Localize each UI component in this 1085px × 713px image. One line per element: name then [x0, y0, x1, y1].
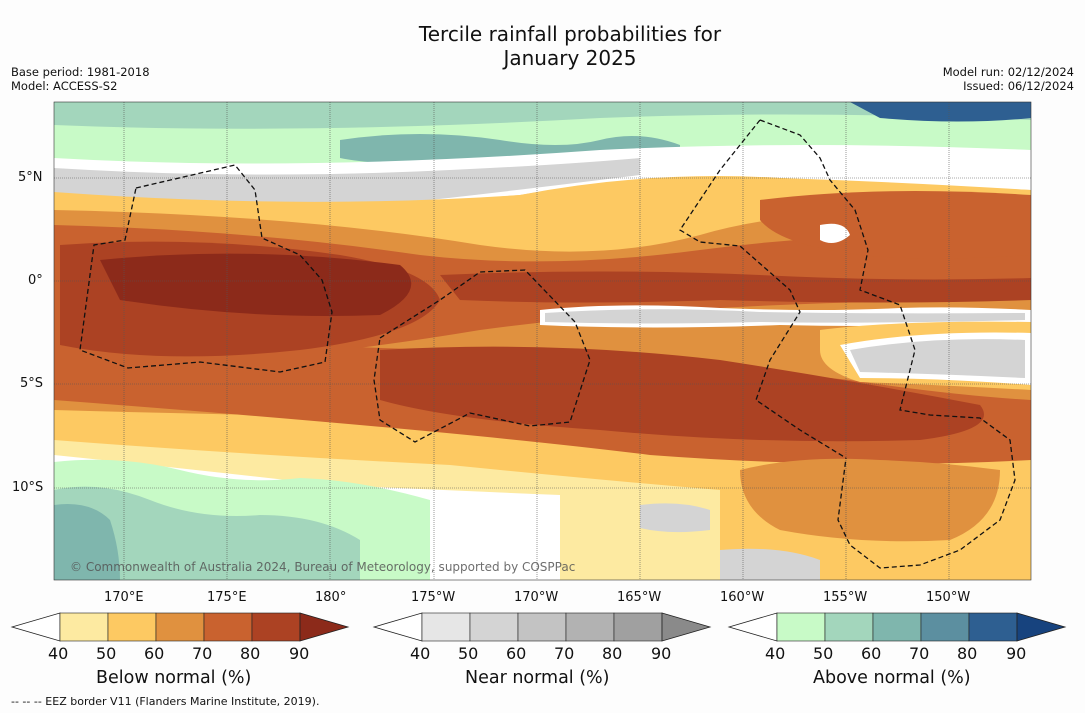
eez-kiribati-phoenix: [373, 269, 591, 443]
above-normal-label: Above normal (%): [813, 668, 971, 688]
near-tick-80: 80: [602, 644, 623, 663]
below-normal-max-west: [100, 253, 412, 316]
lon-label-175e: 175°E: [207, 590, 247, 605]
above-normal-colorbar-min-extend: [727, 612, 778, 642]
below-normal-colorbar-segment: [155, 612, 205, 642]
near-tick-50: 50: [458, 644, 479, 663]
above-normal-colorbar-segment: [920, 612, 970, 642]
lat-label-10s: 10°S: [12, 480, 44, 495]
below-normal-colorbar-segment: [203, 612, 253, 642]
near-normal-colorbar-segment: [469, 612, 519, 642]
model-name: Model: ACCESS-S2: [11, 79, 118, 93]
near-normal-colorbar-segment: [565, 612, 615, 642]
south-above-normal-60: [54, 486, 360, 580]
north-above-normal-60: [54, 102, 1031, 129]
near-tick-90: 90: [651, 644, 672, 663]
gridlines: [54, 102, 1031, 580]
above-normal-colorbar-segment: [824, 612, 874, 642]
base-period: Base period: 1981-2018: [11, 65, 150, 79]
issued-date: Issued: 06/12/2024: [963, 79, 1074, 93]
below-tick-50: 50: [96, 644, 117, 663]
north-near-normal: [54, 158, 640, 205]
above-normal-colorbar-segment: [872, 612, 922, 642]
map-title: Tercile rainfall probabilities for Janua…: [0, 22, 1085, 70]
east-near-normal: [850, 339, 1025, 378]
lat-label-0: 0°: [28, 273, 43, 288]
above-tick-50: 50: [813, 644, 834, 663]
near-normal-colorbar-segment: [421, 612, 471, 642]
near-normal-label: Near normal (%): [465, 668, 610, 688]
eez-line-islands-west: [679, 119, 847, 459]
above-tick-70: 70: [909, 644, 930, 663]
lon-label-155w: 155°W: [823, 590, 868, 605]
lon-label-165w: 165°W: [617, 590, 662, 605]
above-tick-90: 90: [1006, 644, 1027, 663]
above-normal-colorbar-max-extend: [1016, 612, 1067, 642]
below-normal-90-south: [380, 346, 984, 442]
below-normal-colorbar-segment: [251, 612, 301, 642]
model-run-date: Model run: 02/12/2024: [942, 65, 1074, 79]
above-tick-60: 60: [861, 644, 882, 663]
probability-field: [54, 102, 1031, 580]
north-above-normal-90: [850, 102, 1031, 122]
lon-label-170w: 170°W: [514, 590, 559, 605]
eez-borders: [79, 119, 1016, 569]
near-normal-colorbar-min-extend: [372, 612, 423, 642]
equatorial-near-normal: [545, 309, 1025, 324]
above-normal-colorbar-segment: [968, 612, 1018, 642]
southeast-near-normal-patch: [720, 548, 820, 580]
lon-label-160w: 160°W: [720, 590, 765, 605]
below-normal-label: Below normal (%): [96, 668, 252, 688]
lat-label-5s: 5°S: [20, 376, 44, 391]
northeast-white-patch: [820, 223, 850, 244]
below-tick-90: 90: [289, 644, 310, 663]
meta-left: Base period: 1981-2018 Model: ACCESS-S2: [11, 65, 150, 93]
near-normal-colorbar-segment: [613, 612, 663, 642]
map-frame: [53, 101, 1032, 581]
below-normal-90-equator: [440, 271, 1031, 303]
below-tick-40: 40: [48, 644, 69, 663]
title-line-1: Tercile rainfall probabilities for: [418, 22, 722, 46]
meta-right: Model run: 02/12/2024 Issued: 06/12/2024: [943, 65, 1074, 93]
copyright-text: © Commonwealth of Australia 2024, Bureau…: [70, 560, 575, 574]
near-tick-60: 60: [506, 644, 527, 663]
above-tick-40: 40: [765, 644, 786, 663]
lat-label-5n: 5°N: [18, 170, 43, 185]
near-normal-colorbar-max-extend: [661, 612, 712, 642]
south-above-normal-70: [54, 504, 120, 580]
lon-label-170e: 170°E: [104, 590, 144, 605]
above-tick-80: 80: [957, 644, 978, 663]
below-tick-60: 60: [144, 644, 165, 663]
above-normal-colorbar-segment: [776, 612, 826, 642]
title-line-2: January 2025: [503, 46, 637, 70]
below-tick-70: 70: [192, 644, 213, 663]
eez-line-islands: [759, 119, 1016, 569]
below-tick-80: 80: [240, 644, 261, 663]
below-normal-colorbar-segment: [59, 612, 109, 642]
below-normal-colorbar-min-extend: [10, 612, 61, 642]
near-normal-colorbar-segment: [517, 612, 567, 642]
colorbars: [10, 612, 1067, 642]
eez-footnote: -- -- -- EEZ border V11 (Flanders Marine…: [11, 695, 320, 708]
near-tick-70: 70: [554, 644, 575, 663]
lon-label-175w: 175°W: [411, 590, 456, 605]
lon-label-180: 180°: [315, 590, 347, 605]
near-tick-40: 40: [410, 644, 431, 663]
south-near-normal-patch: [640, 503, 710, 533]
below-normal-colorbar-max-extend: [299, 612, 350, 642]
southeast-below-normal-70: [740, 458, 1000, 542]
below-normal-colorbar-segment: [107, 612, 157, 642]
lon-label-150w: 150°W: [926, 590, 971, 605]
